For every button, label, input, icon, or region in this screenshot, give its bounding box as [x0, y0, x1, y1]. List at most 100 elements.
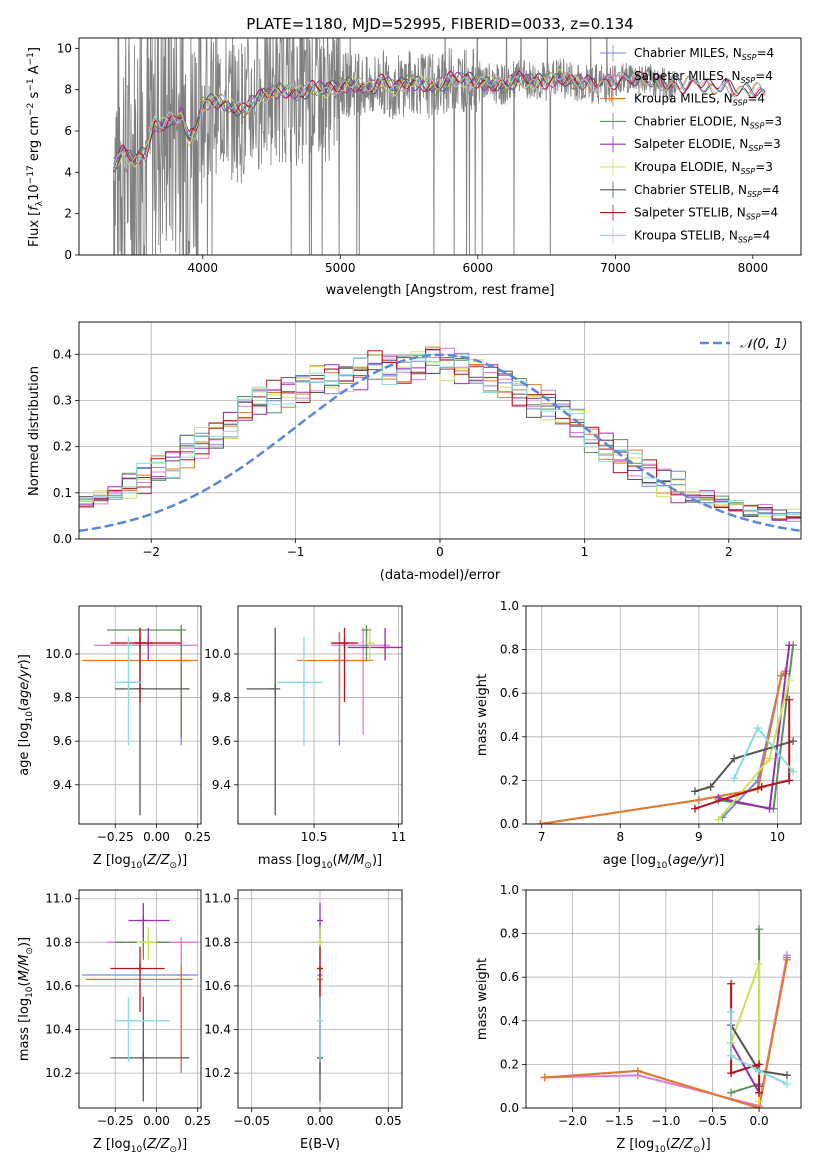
x-tick-label: −0.05: [233, 1114, 270, 1128]
weight-marker: [727, 1088, 736, 1097]
label-part: =4: [753, 228, 771, 242]
label-part: =4: [747, 92, 765, 106]
legend-label: Chabrier MILES, NSSP=4: [634, 46, 774, 62]
weight-marker: [694, 796, 703, 805]
weight-marker: [730, 774, 739, 783]
point-marker: [143, 937, 154, 948]
legend-label: Chabrier STELIB, NSSP=4: [634, 183, 779, 199]
normal-curve: [79, 353, 801, 533]
x-tick-label: 0.00: [307, 1114, 334, 1128]
label-part: ⊙: [693, 1145, 701, 1155]
label-part: SSP: [738, 235, 753, 244]
point-marker: [138, 1052, 149, 1063]
y-tick-label: 0.3: [53, 393, 72, 407]
x-tick-label: 1: [581, 545, 589, 559]
label-part: SSP: [741, 76, 756, 85]
label-part: 10: [25, 711, 35, 723]
x-tick-label: 10.5: [301, 830, 328, 844]
x-tick-label: −0.5: [698, 1114, 727, 1128]
label-part: (: [666, 1137, 671, 1152]
x-tick-label: −2.0: [558, 1114, 587, 1128]
weight-marker: [714, 815, 723, 824]
weight-line-chabrier-stelib: [694, 740, 794, 793]
weight-marker: [727, 1069, 736, 1078]
y-tick-label: 0.8: [500, 927, 519, 941]
label-part: 10: [656, 861, 668, 871]
label-part: age/yr: [17, 663, 32, 706]
y-tick-label: 0: [64, 248, 72, 262]
weight-marker: [536, 820, 545, 824]
label-part: )]: [714, 853, 724, 868]
weight-marker: [783, 955, 792, 964]
x-axis-label: Z [log10(Z/Z⊙)]: [616, 1137, 710, 1155]
label-part: Kroupa STELIB, N: [634, 228, 738, 242]
label-part: SSP: [747, 190, 762, 199]
weight-marker: [755, 1097, 764, 1106]
point-marker: [135, 638, 145, 649]
x-tick-label: 8: [616, 830, 624, 844]
axes-frame: [237, 605, 403, 825]
plot-area-age-mass: [238, 606, 402, 824]
label-part: −1: [26, 52, 36, 65]
axes-frame: [78, 37, 802, 256]
y-tick-label: 9.4: [212, 778, 231, 792]
plot-area-weight-Z: [526, 890, 801, 1108]
label-part: 10: [131, 1145, 143, 1155]
weight-line-salpeter-stelib: [730, 983, 761, 1093]
x-tick-label: 10: [770, 830, 785, 844]
legend-label: Salpeter MILES, NSSP=4: [634, 69, 773, 85]
x-axis-label: wavelength [Angstrom, rest frame]: [326, 283, 555, 298]
y-tick-label: 6: [64, 124, 72, 138]
y-tick-label: 10.0: [45, 647, 72, 661]
label-part: Flux [: [27, 211, 42, 247]
y-tick-label: 0.2: [500, 1057, 519, 1071]
x-tick-label: 7000: [600, 261, 631, 275]
y-tick-label: 9.8: [212, 691, 231, 705]
label-part: Chabrier ELODIE, N: [634, 114, 750, 128]
weight-marker: [727, 1051, 736, 1060]
label-part: −17: [26, 165, 36, 184]
weight-marker: [783, 1071, 792, 1080]
label-part: Chabrier STELIB, N: [634, 183, 747, 197]
x-tick-label: 11: [391, 830, 406, 844]
label-part: −2: [26, 103, 36, 116]
model-line-kroupa-stelib: [112, 70, 766, 168]
axes-frame: [525, 889, 802, 1109]
histogram-kroupa-elodie: [79, 351, 801, 518]
label-part: (: [333, 853, 338, 868]
label-part: (: [17, 981, 32, 986]
label-part: )]: [17, 937, 32, 947]
y-tick-label: 1.0: [500, 599, 519, 613]
y-tick-label: 8: [64, 83, 72, 97]
legend-label: Chabrier ELODIE, NSSP=3: [634, 114, 782, 130]
label-part: 10: [131, 861, 143, 871]
panel-weight-Z: −2.0 −1.5 −1.0 −0.5 0.0 0.0 0.2 0.4 0.6 0.8 1.0 Z […: [475, 883, 802, 1155]
label-part: )]: [372, 853, 382, 868]
label-part: 10: [27, 184, 42, 201]
label-part: =4: [762, 183, 780, 197]
y-axis-label: Flux [fλ10−17 erg cm−2 s−1 A−1]: [26, 47, 45, 247]
y-tick-label: 10.6: [204, 979, 231, 993]
weight-marker: [785, 676, 794, 685]
x-tick-label: −0.25: [97, 1114, 134, 1128]
weight-marker: [785, 776, 794, 785]
x-tick-label: −0.25: [97, 830, 134, 844]
legend: Chabrier MILES, NSSP=4 Salpeter MILES, NS…: [600, 45, 782, 244]
label-part: ]: [27, 47, 42, 52]
weight-marker: [755, 1066, 764, 1075]
y-tick-label: 0.4: [53, 347, 72, 361]
y-tick-label: 2: [64, 207, 72, 221]
legend-label: Salpeter STELIB, NSSP=4: [634, 206, 778, 222]
point-marker: [123, 1015, 134, 1026]
label-part: Z [log: [93, 1137, 131, 1152]
weight-marker: [633, 1066, 642, 1075]
plot-area-age-Z: [79, 606, 201, 824]
label-part: ⊙: [169, 861, 177, 871]
weight-marker: [755, 1088, 764, 1097]
label-part: 10: [321, 861, 333, 871]
plot-area-mass-EBV: [238, 890, 402, 1108]
y-tick-label: 10: [57, 41, 72, 55]
y-tick-label: 0.6: [500, 686, 519, 700]
